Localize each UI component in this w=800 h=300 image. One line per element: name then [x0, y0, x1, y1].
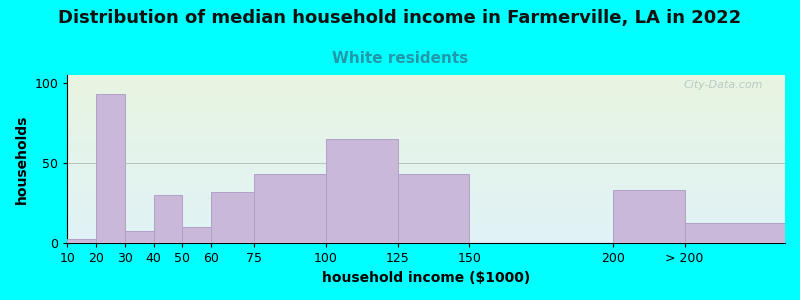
Bar — [254, 174, 326, 243]
X-axis label: household income ($1000): household income ($1000) — [322, 271, 530, 285]
Bar — [96, 94, 125, 243]
Bar — [211, 192, 254, 243]
Bar — [125, 231, 154, 243]
Bar — [326, 139, 398, 243]
Text: White residents: White residents — [332, 51, 468, 66]
Bar — [613, 190, 685, 243]
Bar — [154, 195, 182, 243]
Bar — [182, 227, 211, 243]
Y-axis label: households: households — [15, 115, 29, 204]
Text: City-Data.com: City-Data.com — [684, 80, 763, 90]
Bar — [398, 174, 470, 243]
Text: Distribution of median household income in Farmerville, LA in 2022: Distribution of median household income … — [58, 9, 742, 27]
Bar — [685, 223, 785, 243]
Bar — [67, 238, 96, 243]
